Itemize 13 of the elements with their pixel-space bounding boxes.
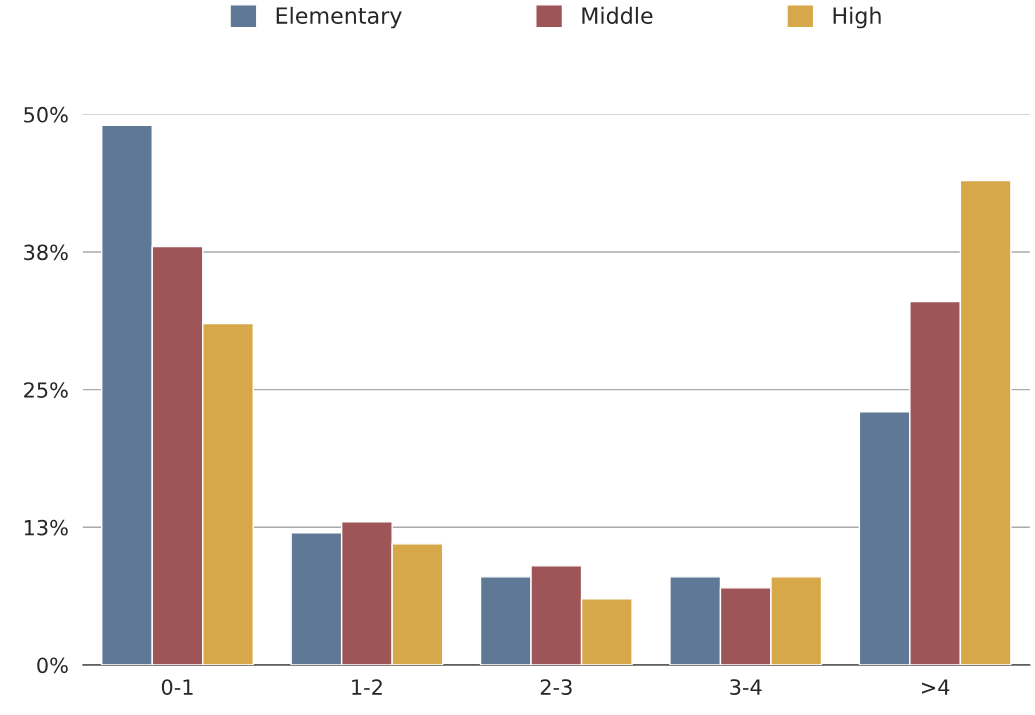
legend-label: Elementary [276,6,402,29]
y-tick-label: 25% [24,382,68,398]
y-tick-label: 50% [24,106,68,123]
x-tick-label: 2-3 [540,679,572,695]
y-tick-label: 38% [24,244,68,261]
x-tick-label: 1-2 [352,679,382,695]
y-tick-label: 0% [37,657,68,674]
x-tick-label: >4 [921,679,950,695]
legend-label: Middle [582,6,653,25]
x-tick-label: 3-4 [730,679,762,695]
legend-label: High [833,6,881,29]
x-tick-label: 0-1 [161,679,193,695]
y-tick-label: 13% [24,519,68,536]
